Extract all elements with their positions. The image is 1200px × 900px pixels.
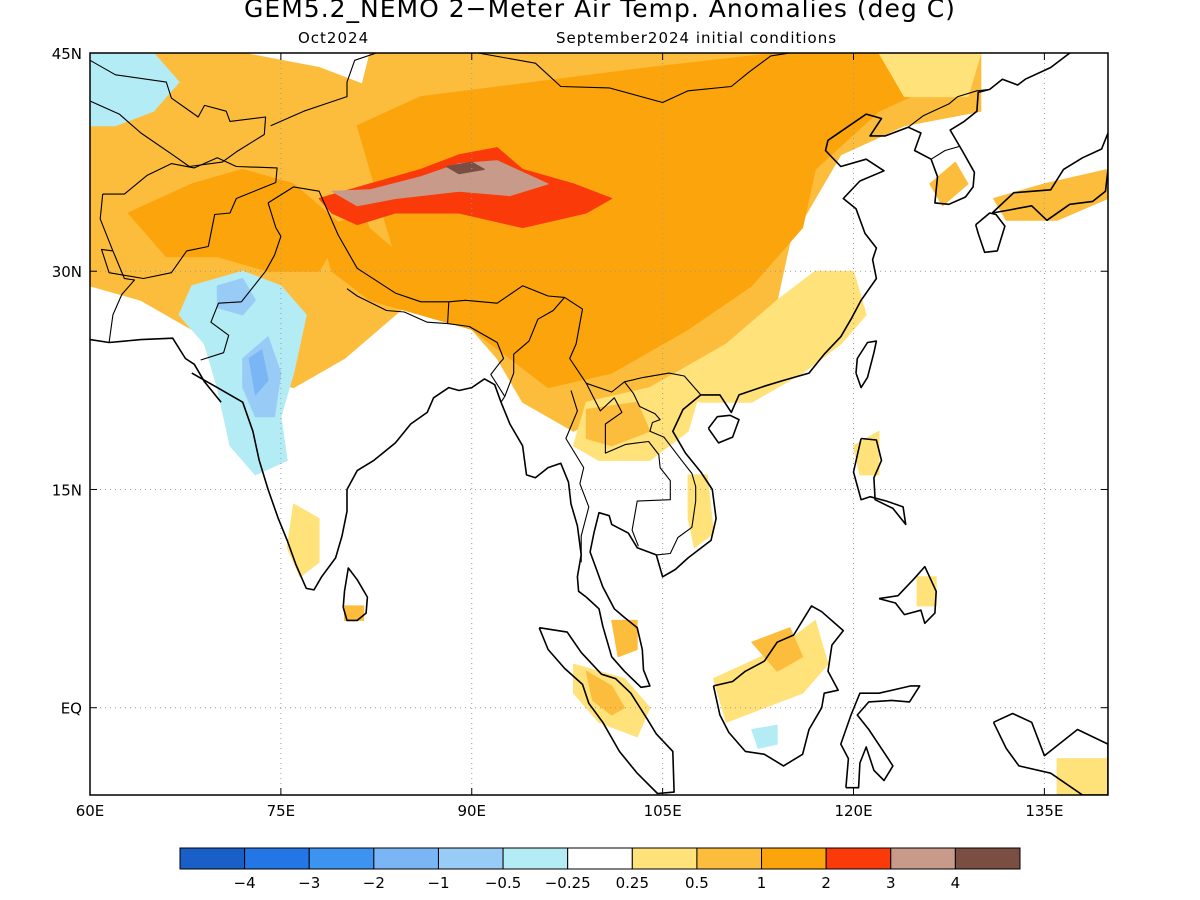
- anomaly-region-tibet-p1: [356, 53, 944, 389]
- colorbar-swatch: [696, 847, 763, 870]
- lon-tick-label: 135E: [1025, 802, 1063, 820]
- coast-sulawesi: [839, 685, 921, 789]
- country-borders: [90, 53, 990, 563]
- latitude-ticks: 45N 30N 15N EQ: [52, 45, 1108, 718]
- colorbar-label: 3: [886, 874, 896, 892]
- anomaly-region-sri-lanka-warm: [344, 605, 365, 621]
- anomaly-region-vietnam-coast: [687, 474, 714, 549]
- anomaly-region-india-cool-m1: [248, 349, 269, 396]
- coast-myanmar: [500, 53, 1071, 689]
- colorbar-swatch: [373, 847, 439, 870]
- coast-srilanka: [342, 567, 369, 622]
- anomaly-region-borneo-warm-b: [751, 627, 804, 672]
- coast-sumatra: [538, 626, 675, 795]
- colorbar-label: −3: [298, 874, 320, 892]
- lat-tick-label: 15N: [52, 481, 82, 499]
- colorbar-swatch: [890, 847, 956, 870]
- colorbar-label: 2: [821, 874, 831, 892]
- coast-luzon: [852, 437, 907, 526]
- border-thai-myanmar: [565, 390, 590, 563]
- coast-mindanao: [878, 565, 938, 625]
- colorbar-label: 0.5: [685, 874, 709, 892]
- border-mongolia: [442, 53, 790, 104]
- coast-borneo: [712, 605, 845, 767]
- lon-tick-label: 75E: [267, 802, 296, 820]
- coast-india: [191, 372, 502, 591]
- lon-tick-label: 90E: [457, 802, 486, 820]
- colorbar-label: 0.25: [616, 874, 649, 892]
- border-central-asia: [90, 59, 267, 168]
- lat-tick-label: 30N: [52, 263, 82, 281]
- coast-oman: [90, 337, 222, 403]
- lat-tick-label: EQ: [61, 700, 82, 718]
- colorbar-label: −4: [234, 874, 256, 892]
- coast-hainan: [707, 414, 740, 444]
- colorbar-swatch: [954, 847, 1021, 870]
- border-bangladesh: [447, 323, 506, 403]
- anomaly-region-sumatra-warm-b: [585, 670, 625, 716]
- colorbar-label: 4: [951, 874, 961, 892]
- anomaly-region-borneo-cool: [751, 724, 778, 749]
- lon-tick-label: 60E: [76, 802, 105, 820]
- colorbar: [179, 847, 1021, 870]
- map-title: GEM5.2_NEMO 2−Meter Air Temp. Anomalies …: [244, 0, 956, 23]
- border-indochina: [585, 383, 671, 547]
- coastlines: [90, 53, 1108, 795]
- anomaly-region-north-p025-right: [878, 53, 982, 98]
- gridlines: [90, 53, 1108, 795]
- forecast-period: Oct2024: [298, 29, 370, 47]
- border-afghan: [99, 157, 278, 280]
- border-myanmar-west: [504, 297, 566, 397]
- colorbar-label: −1: [427, 874, 449, 892]
- anomaly-region-india-south-warm: [286, 503, 320, 578]
- colorbar-label: −0.5: [485, 874, 521, 892]
- anomaly-region-tibet-p3: [331, 160, 549, 207]
- coast-java-bali: [665, 794, 676, 795]
- anomaly-region-tibet-p4: [445, 161, 485, 175]
- border-iran-pak: [108, 250, 136, 343]
- longitude-ticks: 60E 75E 90E 105E 120E 135E: [76, 53, 1063, 820]
- colorbar-labels: −4 −3 −2 −1 −0.5 −0.25 0.25 0.5 1 2 3 4: [234, 874, 961, 892]
- colorbar-swatch: [631, 847, 698, 870]
- colorbar-swatch: [179, 847, 246, 870]
- lon-tick-label: 120E: [834, 802, 872, 820]
- colorbar-swatch: [308, 847, 375, 870]
- border-korea: [907, 88, 990, 128]
- colorbar-label: 1: [757, 874, 767, 892]
- colorbar-swatch: [437, 847, 504, 870]
- initial-conditions: September2024 initial conditions: [556, 29, 838, 47]
- colorbar-swatch: [825, 847, 892, 870]
- colorbar-swatch: [502, 847, 569, 870]
- coast-newguinea: [992, 712, 1108, 795]
- border-laos-vietnam: [624, 381, 697, 556]
- colorbar-label: −2: [363, 874, 385, 892]
- plot-frame: [89, 52, 1109, 796]
- lon-tick-label: 105E: [644, 802, 682, 820]
- coast-taiwan: [855, 340, 878, 389]
- border-kazakh-china: [270, 53, 377, 127]
- colorbar-label: −0.25: [545, 874, 591, 892]
- lat-tick-label: 45N: [52, 45, 82, 63]
- border-pak-india: [200, 202, 282, 361]
- anomaly-shading: [90, 53, 1108, 795]
- coast-honshu: [991, 132, 1108, 222]
- anomaly-region-iran-cool-b: [90, 81, 155, 119]
- border-himalaya: [267, 186, 702, 396]
- colorbar-swatch: [567, 847, 633, 870]
- anomaly-region-india-cool-m05: [216, 278, 256, 316]
- anomaly-region-indochina-p05: [585, 401, 651, 447]
- colorbar-swatch: [761, 847, 827, 870]
- anomaly-region-korea-warm: [929, 161, 969, 207]
- anomaly-region-east-china-p025-edge: [649, 270, 867, 403]
- anomaly-region-mindanao-warm: [916, 576, 937, 607]
- coast-japan: [974, 212, 1006, 254]
- anomaly-region-png-warm: [1056, 758, 1108, 795]
- colorbar-swatch: [244, 847, 310, 870]
- border-korea-dmz: [930, 145, 961, 160]
